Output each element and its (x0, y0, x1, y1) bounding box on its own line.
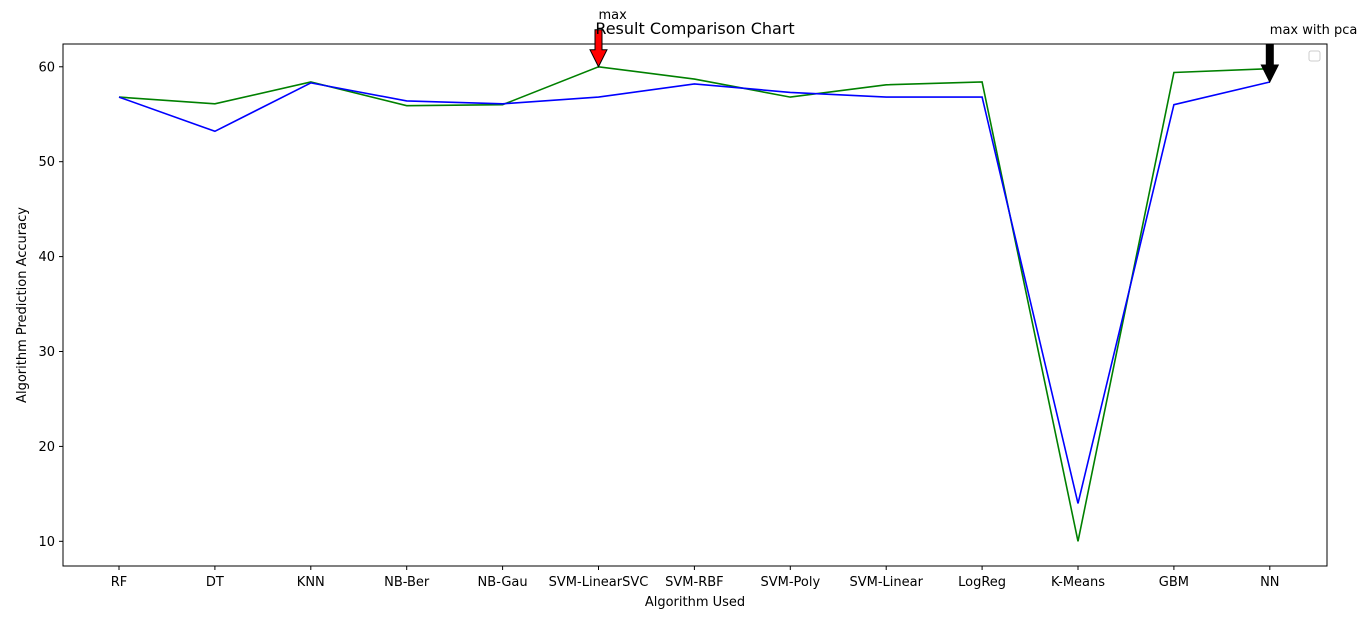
plot-frame (62, 43, 1328, 567)
x-tick-label: SVM-LinearSVC (549, 575, 649, 590)
y-tick-label: 50 (38, 155, 55, 170)
y-tick-label: 20 (38, 440, 55, 455)
legend-box (1308, 50, 1321, 62)
x-tick-label: K-Means (1051, 575, 1105, 590)
x-tick-label: SVM-Linear (849, 575, 923, 590)
y-axis-label: Algorithm Prediction Accuracy (15, 207, 30, 403)
annotation-label: max with pca (1270, 23, 1358, 38)
x-tick-label: LogReg (958, 575, 1006, 590)
x-tick-label: DT (206, 575, 224, 590)
y-tick-label: 60 (38, 60, 55, 75)
x-axis: RF DT KNN NB-Ber NB-Gau SVM-LinearSVC SVM-RBF S… (111, 566, 1280, 590)
x-tick-label: KNN (297, 575, 325, 590)
x-tick-label: NB-Ber (384, 575, 430, 590)
y-axis: 10 20 30 40 50 60 (38, 60, 63, 550)
series-line-2 (118, 81, 1270, 504)
x-tick-label: SVM-RBF (665, 575, 723, 590)
x-axis-label: Algorithm Used (645, 595, 745, 610)
annotations: max max with pca (589, 8, 1358, 84)
x-tick-label: NN (1260, 575, 1279, 590)
x-tick-label: NB-Gau (478, 575, 528, 590)
chart-title: Result Comparison Chart (595, 19, 794, 38)
annotation-label: max (599, 8, 628, 23)
x-tick-label: GBM (1159, 575, 1189, 590)
series-line-1 (118, 65, 1270, 542)
x-tick-label: RF (111, 575, 128, 590)
y-tick-label: 40 (38, 250, 55, 265)
y-tick-label: 10 (38, 535, 55, 550)
x-tick-label: SVM-Poly (760, 575, 820, 590)
plot-lines (118, 65, 1270, 542)
y-tick-label: 30 (38, 345, 55, 360)
annotation-arrow (1260, 44, 1280, 84)
annotation-arrow (589, 29, 608, 68)
